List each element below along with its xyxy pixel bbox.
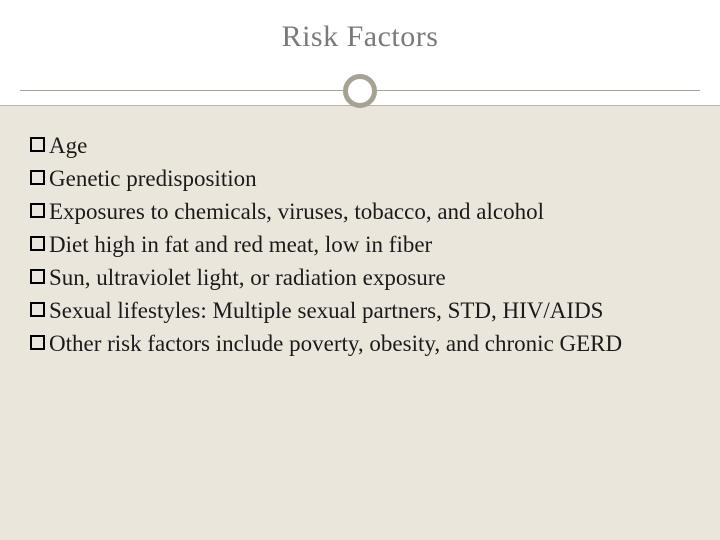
divider-circle-icon [343, 74, 377, 108]
square-bullet-icon [30, 170, 45, 185]
square-bullet-icon [30, 335, 45, 350]
square-bullet-icon [30, 137, 45, 152]
list-item: Sexual lifestyles: Multiple sexual partn… [30, 295, 696, 326]
list-item-text: Sun, ultraviolet light, or radiation exp… [49, 262, 696, 293]
square-bullet-icon [30, 269, 45, 284]
content-list: Age Genetic predisposition Exposures to … [30, 130, 696, 361]
list-item: Diet high in fat and red meat, low in fi… [30, 229, 696, 260]
list-item: Genetic predisposition [30, 163, 696, 194]
square-bullet-icon [30, 203, 45, 218]
list-item-text: Sexual lifestyles: Multiple sexual partn… [49, 295, 696, 326]
list-item: Sun, ultraviolet light, or radiation exp… [30, 262, 696, 293]
list-item-text: Diet high in fat and red meat, low in fi… [49, 229, 696, 260]
list-item: Age [30, 130, 696, 161]
list-item: Other risk factors include poverty, obes… [30, 328, 696, 359]
list-item-text: Other risk factors include poverty, obes… [49, 328, 696, 359]
list-item-text: Exposures to chemicals, viruses, tobacco… [49, 196, 696, 227]
list-item-text: Age [49, 130, 696, 161]
list-item: Exposures to chemicals, viruses, tobacco… [30, 196, 696, 227]
slide: Risk Factors Age Genetic predisposition … [0, 0, 720, 540]
list-item-text: Genetic predisposition [49, 163, 696, 194]
square-bullet-icon [30, 236, 45, 251]
slide-title: Risk Factors [0, 20, 720, 54]
square-bullet-icon [30, 302, 45, 317]
